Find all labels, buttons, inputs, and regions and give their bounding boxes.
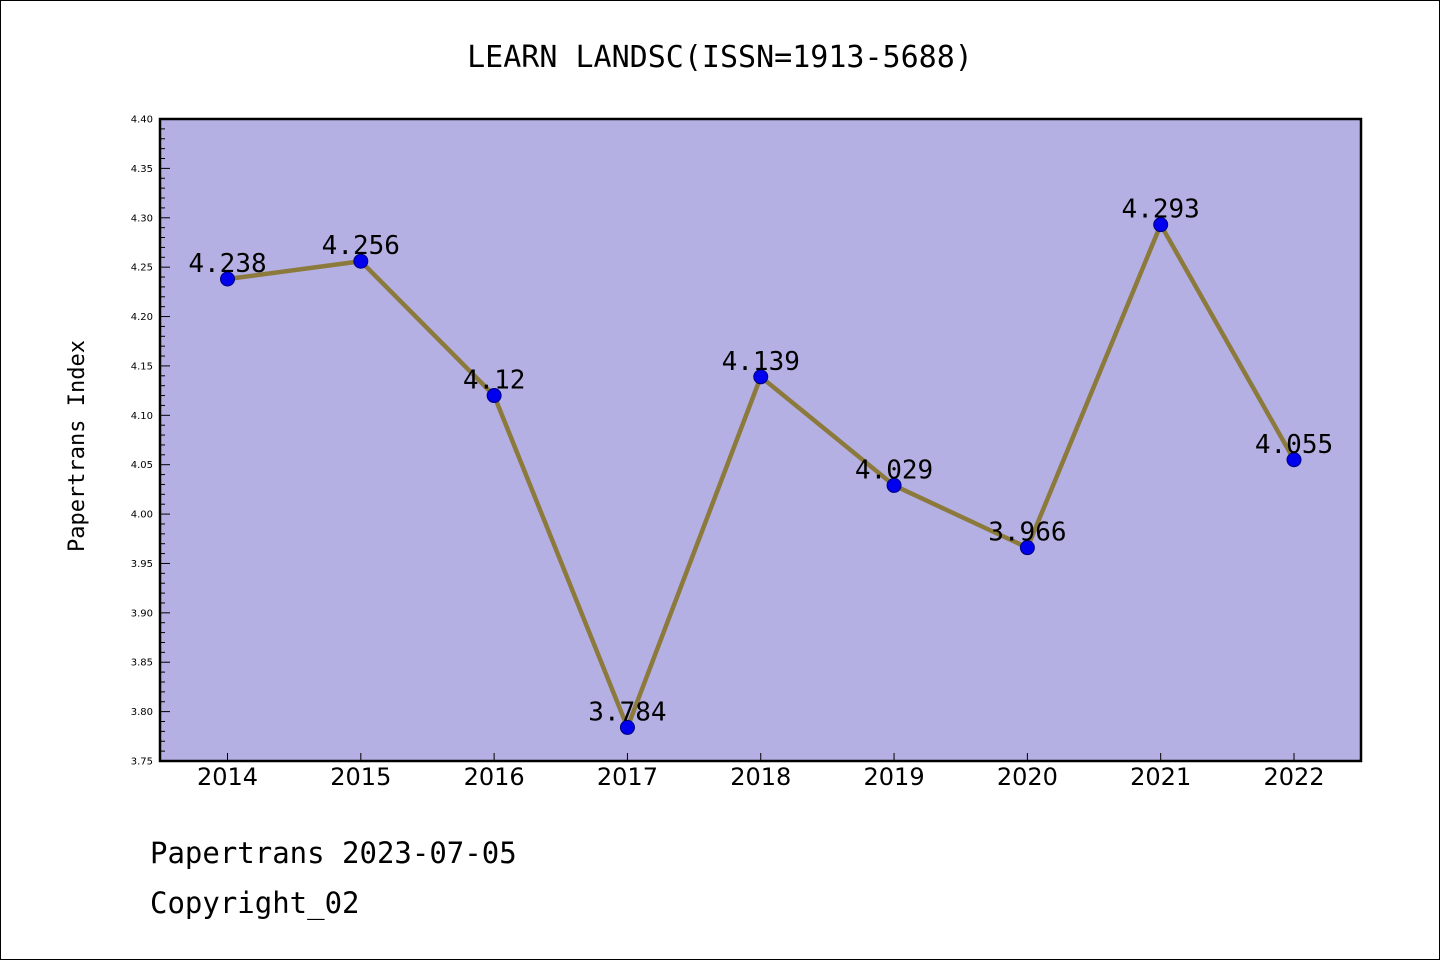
x-tick-label: 2021 bbox=[1130, 763, 1191, 791]
data-point bbox=[619, 719, 635, 735]
y-tick-label: 4.05 bbox=[131, 460, 153, 471]
data-label: 4.293 bbox=[1122, 195, 1200, 225]
data-label: 4.139 bbox=[722, 347, 800, 377]
y-tick-label: 3.90 bbox=[131, 608, 153, 619]
y-tick-label: 4.25 bbox=[131, 263, 153, 274]
data-point bbox=[353, 253, 369, 269]
x-tick-label: 2014 bbox=[197, 763, 258, 791]
y-tick-label: 3.85 bbox=[131, 658, 153, 669]
x-tick-label: 2016 bbox=[464, 763, 525, 791]
x-tick-label: 2022 bbox=[1263, 763, 1324, 791]
y-tick-label: 3.80 bbox=[131, 707, 153, 718]
footer-copyright-text: Copyright_02 bbox=[150, 886, 360, 920]
x-axis-ticks: 2014 2015 2016 2017 2018 2019 2020 2021 2022 bbox=[197, 753, 1325, 791]
x-tick-label: 2017 bbox=[597, 763, 658, 791]
y-axis-ticks: 3.75 3.80 3.85 3.90 3.95 4.00 4.05 4.10 4.15 4.20… bbox=[131, 115, 153, 768]
data-point bbox=[220, 271, 235, 287]
data-point bbox=[1019, 540, 1035, 556]
data-label: 4.12 bbox=[463, 366, 526, 396]
data-label: 4.256 bbox=[322, 231, 400, 261]
x-tick-label: 2015 bbox=[330, 763, 391, 791]
y-tick-label: 4.35 bbox=[131, 164, 153, 175]
data-label: 3.784 bbox=[588, 697, 666, 727]
data-point bbox=[486, 388, 502, 404]
data-point bbox=[886, 477, 902, 493]
y-tick-label: 4.20 bbox=[131, 312, 153, 323]
data-label: 4.238 bbox=[188, 249, 266, 279]
y-tick-label: 4.30 bbox=[131, 213, 153, 224]
y-tick-label: 4.40 bbox=[131, 115, 153, 126]
y-tick-label: 3.75 bbox=[131, 757, 153, 768]
data-point bbox=[753, 369, 769, 385]
x-tick-label: 2020 bbox=[997, 763, 1058, 791]
data-point bbox=[1286, 452, 1302, 468]
x-tick-label: 2018 bbox=[730, 763, 791, 791]
footer-date-text: Papertrans 2023-07-05 bbox=[150, 836, 517, 870]
y-tick-label: 4.15 bbox=[131, 361, 153, 372]
data-labels: 4.238 4.256 4.12 3.784 4.139 4.029 3.966 4.293 4… bbox=[188, 195, 1333, 728]
series-markers bbox=[220, 217, 1302, 735]
chart-title: LEARN LANDSC(ISSN=1913-5688) bbox=[467, 40, 973, 75]
y-axis-label: Papertrans Index bbox=[65, 340, 90, 552]
data-label: 3.966 bbox=[988, 518, 1066, 548]
y-tick-label: 3.95 bbox=[131, 559, 153, 570]
data-point bbox=[1153, 217, 1169, 233]
data-label: 4.029 bbox=[855, 455, 933, 485]
y-minor-ticks bbox=[160, 118, 170, 762]
x-tick-label: 2019 bbox=[864, 763, 925, 791]
y-tick-label: 4.10 bbox=[131, 411, 153, 422]
data-label: 4.055 bbox=[1255, 430, 1333, 460]
y-tick-label: 4.00 bbox=[131, 510, 153, 521]
plot-border bbox=[158, 117, 1363, 763]
